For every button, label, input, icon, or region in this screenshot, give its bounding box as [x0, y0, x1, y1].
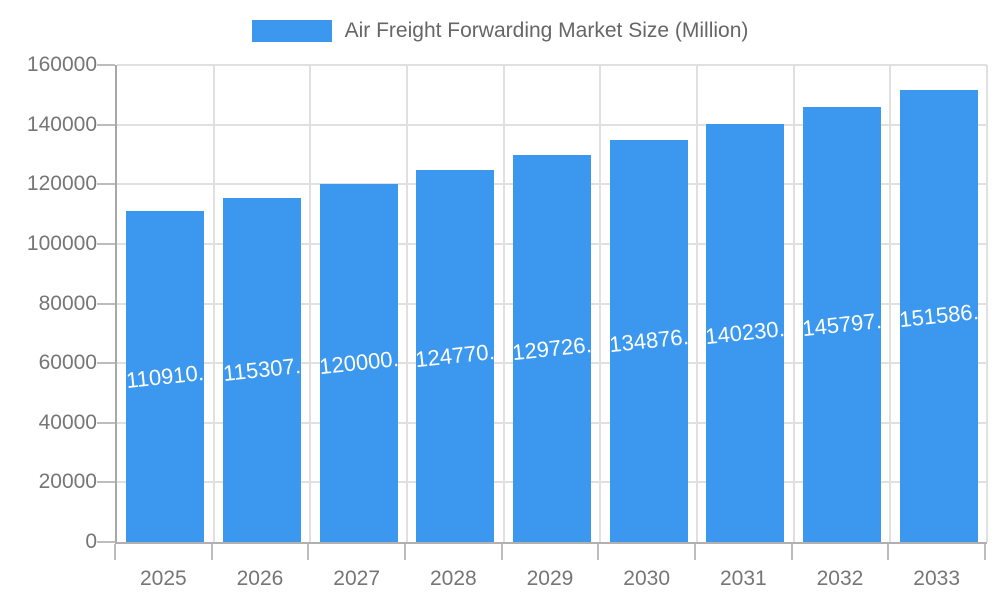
bar-2029: 129726. [513, 155, 591, 542]
y-axis-tick-label: 40000 [38, 410, 97, 434]
y-axis-tick [97, 302, 115, 305]
x-axis-label-2026: 2026 [236, 567, 284, 590]
horizontal-gridline [117, 123, 987, 126]
plot-area: 110910. 115307. 120000. 124770. 129726. 13487… [115, 64, 988, 544]
y-axis-tick [97, 362, 115, 365]
legend-swatch [251, 20, 332, 42]
bar-2027: 120000. [319, 184, 398, 542]
legend-label: Air Freight Forwarding Market Size (Mill… [344, 19, 749, 42]
vertical-gridline [502, 65, 505, 542]
y-axis-tick [97, 481, 115, 484]
bar-value-label: 151586. [899, 298, 978, 333]
y-axis-tick-label: 60000 [38, 351, 97, 375]
y-axis-tick [97, 183, 115, 186]
y-axis-tick [97, 242, 115, 245]
vertical-gridline [792, 65, 795, 542]
y-axis-tick-label: 140000 [26, 112, 97, 136]
x-axis-label-2033: 2033 [913, 567, 961, 590]
bar-value-label: 129726. [513, 331, 591, 365]
horizontal-gridline [117, 64, 987, 66]
vertical-gridline [309, 65, 312, 542]
y-axis-tick [97, 64, 115, 66]
bar-2030: 134876. [609, 139, 688, 542]
bar-2031: 140230. [706, 123, 785, 542]
x-axis-tick [307, 544, 310, 560]
vertical-gridline [406, 65, 408, 542]
vertical-gridline [696, 65, 698, 542]
x-axis-label-2032: 2032 [816, 567, 864, 590]
y-axis-tick [97, 123, 115, 126]
x-axis-tick [887, 544, 890, 560]
vertical-gridline [889, 65, 892, 542]
bar-2028: 124770. [416, 170, 495, 542]
x-axis-label-2031: 2031 [719, 567, 767, 590]
x-axis-tick [114, 544, 116, 560]
x-axis-tick [597, 544, 600, 560]
bar-2033: 151586. [899, 90, 978, 542]
x-axis-tick [210, 544, 213, 560]
x-axis-label-2027: 2027 [333, 567, 381, 590]
x-axis-label-2029: 2029 [526, 567, 574, 590]
vertical-gridline [986, 65, 988, 542]
bar-2032: 145797. [803, 107, 881, 542]
x-axis-tick [694, 544, 696, 560]
bar-value-label: 134876. [609, 323, 688, 358]
y-axis-tick-label: 20000 [38, 470, 97, 494]
bar-2025: 110910. [126, 211, 205, 542]
y-axis-tick-label: 160000 [26, 53, 97, 76]
bar-value-label: 110910. [126, 359, 205, 393]
bar-2026: 115307. [223, 198, 301, 542]
bar-value-label: 140230. [706, 315, 785, 350]
legend-item[interactable]: Air Freight Forwarding Market Size (Mill… [0, 20, 1000, 42]
x-axis-tick [404, 544, 406, 560]
x-axis-label-2030: 2030 [623, 567, 671, 590]
y-axis-tick-label: 100000 [26, 231, 97, 255]
bar-value-label: 115307. [223, 353, 301, 387]
x-axis-tick [500, 544, 503, 560]
vertical-gridline [599, 65, 602, 542]
x-axis-tick [984, 544, 986, 560]
y-axis-tick-label: 80000 [38, 291, 97, 315]
bar-value-label: 124770. [416, 338, 495, 373]
bar-value-label: 120000. [319, 346, 398, 380]
y-axis-tick [97, 541, 115, 543]
y-axis-tick-label: 0 [85, 530, 97, 553]
x-axis-label-2025: 2025 [139, 567, 187, 590]
x-axis-tick [790, 544, 793, 560]
y-axis-tick-label: 120000 [26, 172, 97, 196]
bar-value-label: 145797. [803, 307, 881, 341]
y-axis-tick [97, 421, 115, 424]
vertical-gridline [212, 65, 215, 542]
x-axis-label-2028: 2028 [429, 567, 477, 590]
